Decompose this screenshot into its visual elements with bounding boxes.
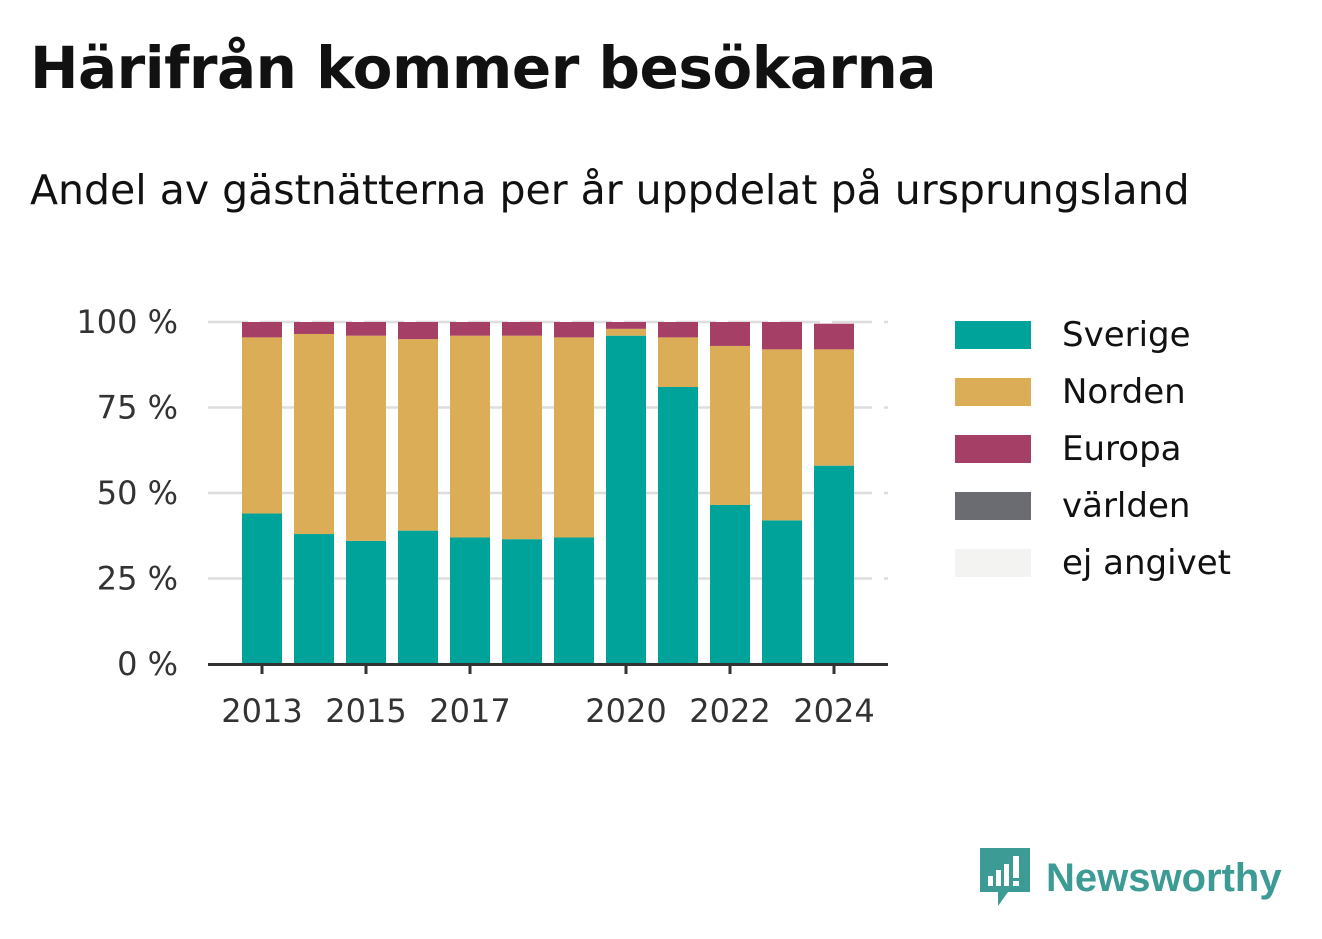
bar-segment-Europa-2014 [294,322,334,334]
legend-item: Europa [955,420,1231,477]
bar-segment-Europa-2015 [346,322,386,336]
legend-swatch [955,434,1031,463]
bar-segment-Europa-2016 [398,322,438,340]
x-tick-label: 2015 [325,692,406,730]
bar-segment-Sverige-2013 [242,513,282,664]
bar-segment-Norden-2018 [502,335,542,540]
bar-segment-Sverige-2024 [814,465,854,664]
bar-segment-Europa-2020 [606,322,646,329]
bar-segment-Europa-2019 [554,322,594,338]
legend-swatch [955,491,1031,520]
bar-segment-Sverige-2015 [346,540,386,664]
stacked-bar-chart: 0 % 25 % 50 % 75 % 100 % 2013 2015 2017 2020 2022… [76,303,888,730]
bar-segment-Europa-2018 [502,322,542,336]
chart-legend: Sverige Norden Europa världen ej angivet [955,306,1231,591]
bar-segment-Norden-2021 [658,337,698,387]
legend-label: ej angivet [1062,542,1231,583]
bar-segment-Norden-2016 [398,339,438,531]
y-tick-label: 100 % [76,303,178,341]
legend-label: Europa [1062,428,1182,469]
bar-segment-Norden-2017 [450,335,490,538]
bar-segment-Europa-2017 [450,322,490,336]
newsworthy-brand: Newsworthy [980,848,1282,908]
bar-segment-Sverige-2014 [294,534,334,664]
x-tick-label: 2017 [429,692,510,730]
legend-label: Norden [1062,371,1186,412]
chart-title: Härifrån kommer besökarna [30,34,936,102]
bar-segment-Norden-2013 [242,337,282,514]
bar-segment-Sverige-2023 [762,520,802,664]
bar-segment-Norden-2024 [814,349,854,466]
legend-swatch [955,320,1031,349]
x-tick-label: 2013 [221,692,302,730]
bar-segment-Europa-2022 [710,322,750,346]
bar-segment-Norden-2022 [710,345,750,505]
y-tick-label: 0 % [117,645,178,683]
bar-segment-Sverige-2016 [398,530,438,664]
newsworthy-logo-icon [980,848,1030,906]
legend-label: världen [1062,485,1191,526]
legend-swatch [955,548,1031,577]
x-tick-label: 2022 [689,692,770,730]
y-tick-label: 50 % [97,474,178,512]
bar-segment-Europa-2024 [814,323,854,350]
x-tick-label: 2024 [793,692,874,730]
chart-subtitle: Andel av gästnätterna per år uppdelat på… [30,166,1190,214]
legend-item: Norden [955,363,1231,420]
x-tick-label: 2020 [585,692,666,730]
bar-segment-Norden-2014 [294,333,334,535]
bar-segment-Norden-2015 [346,335,386,541]
bar-segment-Sverige-2017 [450,537,490,664]
bar-segment-Europa-2023 [762,322,802,350]
bar-segment-Europa-2021 [658,322,698,338]
bar-segment-Sverige-2022 [710,504,750,664]
legend-item: världen [955,477,1231,534]
bar-segment-Sverige-2018 [502,539,542,664]
bar-segment-Sverige-2021 [658,386,698,664]
bar-segment-Norden-2020 [606,328,646,336]
legend-swatch [955,377,1031,406]
y-tick-label: 25 % [97,560,178,598]
bar-segment-Sverige-2020 [606,335,646,664]
legend-item: ej angivet [955,534,1231,591]
bar-segment-Europa-2013 [242,322,282,338]
bar-segment-Norden-2023 [762,349,802,521]
y-tick-label: 75 % [97,389,178,427]
brand-name: Newsworthy [1046,855,1282,900]
legend-label: Sverige [1062,314,1191,355]
bar-segment-Sverige-2019 [554,537,594,664]
legend-item: Sverige [955,306,1231,363]
bar-segment-Norden-2019 [554,337,594,538]
